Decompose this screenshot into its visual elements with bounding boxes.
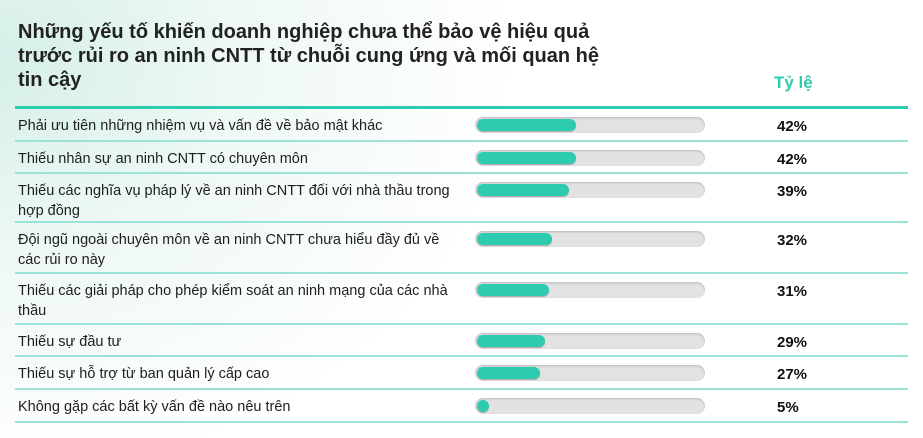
bar-row: Thiếu sự hỗ trợ từ ban quản lý cấp cao 2… bbox=[15, 357, 908, 390]
value-label: 5% bbox=[777, 399, 799, 416]
bar-track bbox=[475, 333, 705, 349]
bar-row: Thiếu các nghĩa vụ pháp lý về an ninh CN… bbox=[15, 174, 908, 223]
bar-row: Phải ưu tiên những nhiệm vụ và vấn đề về… bbox=[15, 109, 908, 142]
category-label: Thiếu các giải pháp cho phép kiểm soát a… bbox=[18, 283, 448, 319]
value-label: 42% bbox=[777, 151, 808, 168]
category-label: Thiếu sự hỗ trợ từ ban quản lý cấp cao bbox=[18, 366, 270, 382]
bar-row: Thiếu nhân sự an ninh CNTT có chuyên môn… bbox=[15, 142, 908, 174]
bar-track bbox=[475, 398, 705, 414]
bar-row: Không gặp các bất kỳ vấn đề nào nêu trên… bbox=[15, 390, 908, 423]
bar bbox=[477, 152, 576, 164]
category-label: Thiếu sự đầu tư bbox=[18, 334, 122, 350]
bar bbox=[477, 119, 576, 131]
bar bbox=[477, 335, 545, 347]
chart-title: Những yếu tố khiến doanh nghiệp chưa thể… bbox=[18, 21, 600, 91]
bar-row: Đội ngũ ngoài chuyên môn về an ninh CNTT… bbox=[15, 223, 908, 274]
bar-row: Thiếu sự đầu tư 29% bbox=[15, 325, 908, 357]
value-label: 27% bbox=[777, 366, 808, 383]
header-divider bbox=[15, 106, 908, 109]
bar bbox=[477, 184, 569, 196]
bar-track bbox=[475, 231, 705, 247]
bar-track bbox=[475, 282, 705, 298]
value-label: 31% bbox=[777, 283, 808, 300]
category-label: Thiếu nhân sự an ninh CNTT có chuyên môn bbox=[18, 151, 308, 167]
category-label: Phải ưu tiên những nhiệm vụ và vấn đề về… bbox=[18, 118, 383, 134]
bar-track bbox=[475, 150, 705, 166]
category-label: Đội ngũ ngoài chuyên môn về an ninh CNTT… bbox=[18, 232, 440, 268]
bar-row: Thiếu các giải pháp cho phép kiểm soát a… bbox=[15, 274, 908, 325]
bar-track bbox=[475, 117, 705, 133]
value-label: 42% bbox=[777, 118, 808, 135]
bar bbox=[477, 233, 552, 245]
bar bbox=[477, 367, 540, 379]
bar bbox=[477, 284, 550, 296]
bar-track bbox=[475, 365, 705, 381]
value-label: 32% bbox=[777, 232, 808, 249]
value-label: 39% bbox=[777, 183, 808, 200]
bar-track bbox=[475, 182, 705, 198]
bar bbox=[477, 400, 489, 412]
value-label: 29% bbox=[777, 334, 808, 351]
value-column-header: Tỷ lệ bbox=[774, 73, 813, 92]
category-label: Không gặp các bất kỳ vấn đề nào nêu trên bbox=[18, 399, 291, 415]
category-label: Thiếu các nghĩa vụ pháp lý về an ninh CN… bbox=[18, 183, 450, 219]
